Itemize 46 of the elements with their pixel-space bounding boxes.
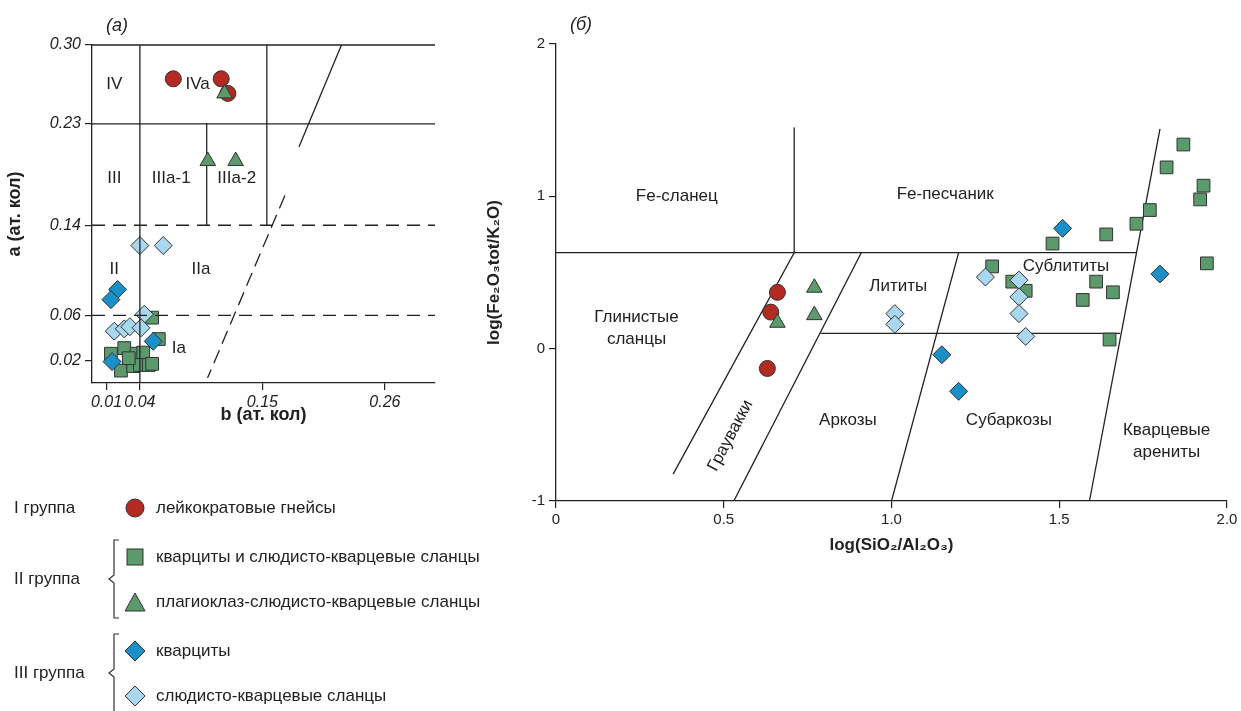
annotation: Ia (171, 337, 187, 357)
annotation: Аркозы (819, 409, 877, 429)
y-tick-label: -1 (531, 491, 545, 509)
y-tick-label: 0.23 (49, 114, 82, 132)
annotation: IIa (191, 258, 212, 278)
chart-title: (б) (570, 14, 593, 34)
x-tick-label: 0 (551, 510, 561, 528)
x-tick-label: 0.04 (124, 393, 156, 411)
legend-label: кварциты и слюдисто-кварцевые сланцы (156, 546, 480, 567)
text: III группа (13, 663, 86, 683)
y-axis-title: a (ат. кол) (3, 171, 24, 257)
y-tick-label: 0.02 (49, 350, 82, 368)
y-tick-label: 2 (536, 34, 545, 52)
y-axis-title: log(Fe₂O₃tot/K₂O) (483, 200, 503, 345)
x-axis-title: log(SiO₂/Al₂O₃) (829, 535, 954, 555)
legend-label: кварциты (156, 640, 231, 661)
x-tick-label: 2.0 (1216, 510, 1238, 528)
x-tick-label: 1.5 (1048, 510, 1070, 528)
x-tick-label: 0.26 (369, 393, 401, 411)
annotation: IIIa-2 (217, 167, 257, 187)
chart-title: (а) (106, 15, 128, 35)
annotation: Субаркозы (965, 409, 1052, 429)
annotation: II (109, 258, 120, 278)
y-tick-label: 0.06 (49, 305, 82, 323)
text: II группа (13, 569, 81, 589)
annotation: IVa (185, 74, 211, 94)
legend-label: плагиоклаз-слюдисто-кварцевые сланцы (156, 591, 481, 612)
x-tick-label: 1.0 (881, 510, 902, 528)
annotation: Сублититы (1022, 256, 1110, 276)
annotation: IV (106, 74, 123, 94)
annotation: IIIa-1 (151, 167, 191, 187)
y-tick-label: 1 (536, 186, 545, 204)
x-tick-label: 0.01 (90, 393, 123, 411)
y-tick-label: 0 (536, 338, 545, 356)
x-tick-label: 0.5 (713, 510, 735, 528)
annotation: Fe-сланец (635, 185, 719, 205)
y-tick-label: 0.30 (49, 35, 82, 53)
annotation: Глинистые сланцы (594, 307, 679, 349)
legend-label: слюдисто-кварцевые сланцы (156, 685, 387, 706)
text: I группа (13, 497, 77, 518)
annotation: Лититы (869, 275, 928, 295)
annotation: Кварцевые арениты (1122, 420, 1211, 462)
annotation: III (107, 167, 122, 187)
annotation: Fe-песчаник (896, 184, 995, 204)
y-tick-label: 0.14 (49, 215, 82, 233)
legend-label: лейкократовые гнейсы (156, 497, 336, 518)
